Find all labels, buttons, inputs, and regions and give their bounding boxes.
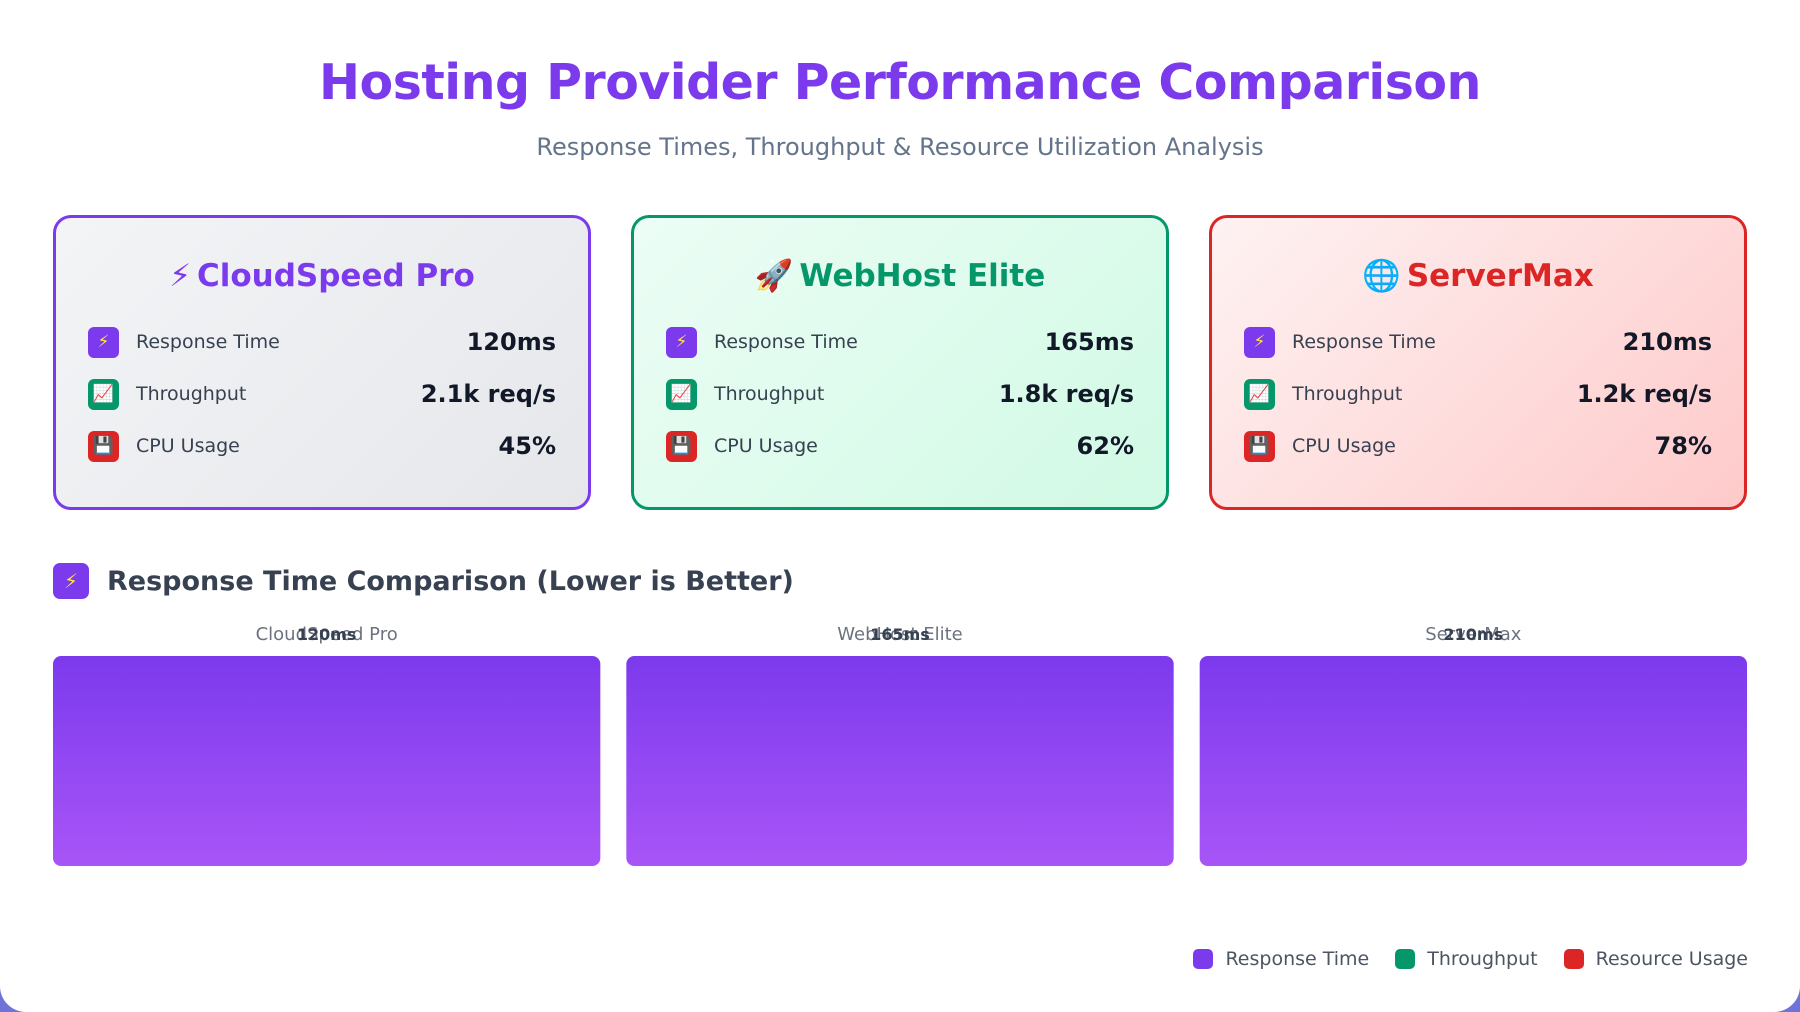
bar-servermax[interactable] xyxy=(1199,656,1747,866)
legend-label: Throughput xyxy=(1427,948,1538,970)
metric-throughput: 📈 Throughput 2.1k req/s xyxy=(88,368,556,420)
metric-value: 45% xyxy=(498,432,556,460)
metric-cpu-usage: 💾 CPU Usage 45% xyxy=(88,420,556,472)
provider-card-cloudspeed-pro: ⚡ CloudSpeed Pro ⚡ Response Time 120ms 📈 … xyxy=(53,215,591,510)
chart-legend: Response Time Throughput Resource Usage xyxy=(1167,948,1748,970)
provider-card-servermax: 🌐 ServerMax ⚡ Response Time 210ms 📈 Throu… xyxy=(1209,215,1747,510)
value-label: 210ms xyxy=(1444,625,1504,644)
metric-value: 210ms xyxy=(1622,328,1712,356)
metric-label: Response Time xyxy=(714,331,858,353)
floppy-disk-icon: 💾 xyxy=(1244,430,1275,462)
globe-icon: 🌐 xyxy=(1362,258,1401,294)
chart-up-icon: 📈 xyxy=(88,378,119,410)
metric-cpu-usage: 💾 CPU Usage 62% xyxy=(666,420,1134,472)
metric-label: Throughput xyxy=(714,383,825,405)
value-label: 165ms xyxy=(870,625,930,644)
metric-value: 78% xyxy=(1654,432,1712,460)
chart-section-title: ⚡ Response Time Comparison (Lower is Bet… xyxy=(53,563,794,599)
rocket-icon: 🚀 xyxy=(754,258,794,294)
metric-throughput: 📈 Throughput 1.2k req/s xyxy=(1244,368,1712,420)
provider-card-title: 🚀 WebHost Elite xyxy=(666,254,1134,298)
category-label: CloudSpeed Pro xyxy=(256,624,398,645)
metric-value: 62% xyxy=(1076,432,1134,460)
metric-response-time: ⚡ Response Time 210ms xyxy=(1244,316,1712,368)
legend-label: Resource Usage xyxy=(1595,948,1748,970)
chart-up-icon: 📈 xyxy=(666,378,697,410)
chart-up-icon: 📈 xyxy=(1244,378,1275,410)
metric-value: 165ms xyxy=(1044,328,1134,356)
lightning-icon: ⚡ xyxy=(53,563,89,599)
metric-label: CPU Usage xyxy=(136,435,240,457)
provider-card-webhost-elite: 🚀 WebHost Elite ⚡ Response Time 165ms 📈 T… xyxy=(631,215,1169,510)
metric-label: CPU Usage xyxy=(1292,435,1396,457)
metric-response-time: ⚡ Response Time 165ms xyxy=(666,316,1134,368)
category-label: WebHost Elite xyxy=(837,624,962,645)
metric-response-time: ⚡ Response Time 120ms xyxy=(88,316,556,368)
bar-webhost-elite[interactable] xyxy=(626,656,1174,866)
lightning-icon: ⚡ xyxy=(1244,326,1275,358)
metric-cpu-usage: 💾 CPU Usage 78% xyxy=(1244,420,1712,472)
provider-name: ServerMax xyxy=(1406,258,1594,294)
legend-swatch xyxy=(1193,949,1214,969)
metric-label: Response Time xyxy=(136,331,280,353)
value-label: 120ms xyxy=(297,625,357,644)
provider-card-title: ⚡ CloudSpeed Pro xyxy=(88,254,556,298)
lightning-icon: ⚡ xyxy=(169,258,191,294)
provider-name: WebHost Elite xyxy=(799,258,1046,294)
legend-swatch xyxy=(1395,949,1416,969)
metric-value: 120ms xyxy=(466,328,556,356)
floppy-disk-icon: 💾 xyxy=(666,430,697,462)
metric-value: 1.8k req/s xyxy=(998,380,1134,408)
page-title: Hosting Provider Performance Comparison xyxy=(319,54,1481,111)
metric-label: CPU Usage xyxy=(714,435,818,457)
legend-swatch xyxy=(1563,949,1584,969)
metric-value: 2.1k req/s xyxy=(420,380,556,408)
page-subtitle: Response Times, Throughput & Resource Ut… xyxy=(536,133,1264,161)
legend-label: Response Time xyxy=(1225,948,1370,970)
provider-name: CloudSpeed Pro xyxy=(196,258,475,294)
legend-item-resource-usage[interactable]: Resource Usage xyxy=(1563,948,1748,970)
lightning-icon: ⚡ xyxy=(88,326,119,358)
legend-item-response-time[interactable]: Response Time xyxy=(1193,948,1369,970)
category-label: ServerMax xyxy=(1425,624,1522,645)
chart-title: Response Time Comparison (Lower is Bette… xyxy=(107,565,794,597)
metric-value: 1.2k req/s xyxy=(1576,380,1712,408)
floppy-disk-icon: 💾 xyxy=(88,430,119,462)
metric-label: Response Time xyxy=(1292,331,1436,353)
bar-cloudspeed-pro[interactable] xyxy=(53,656,601,866)
lightning-icon: ⚡ xyxy=(666,326,697,358)
legend-item-throughput[interactable]: Throughput xyxy=(1395,948,1538,970)
metric-throughput: 📈 Throughput 1.8k req/s xyxy=(666,368,1134,420)
metric-label: Throughput xyxy=(1292,383,1403,405)
provider-card-title: 🌐 ServerMax xyxy=(1244,254,1712,298)
metric-label: Throughput xyxy=(136,383,247,405)
